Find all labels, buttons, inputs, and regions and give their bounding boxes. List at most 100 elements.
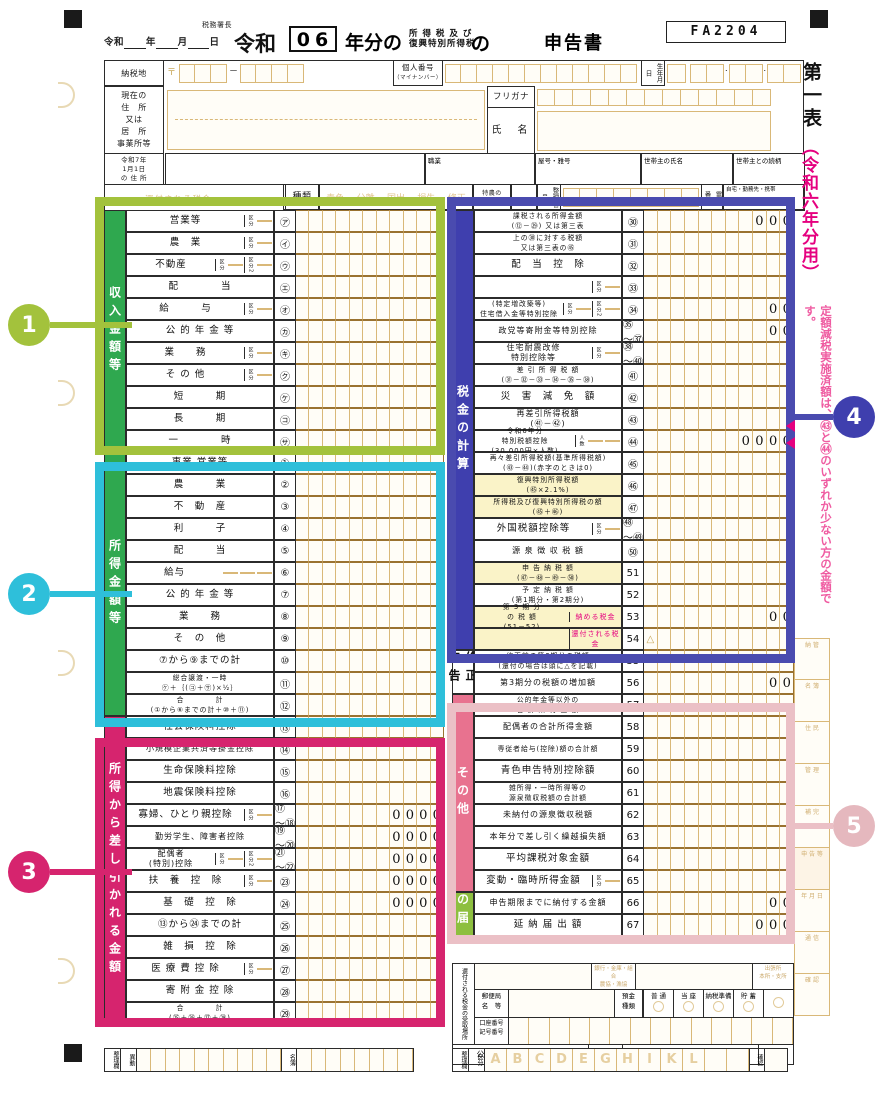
amount-cell[interactable] — [671, 254, 685, 276]
kind-option-4[interactable]: 修正 — [447, 194, 466, 204]
amount-cells[interactable] — [296, 936, 444, 958]
amount-cell[interactable] — [766, 694, 781, 716]
amount-cell[interactable] — [322, 518, 337, 540]
amount-cell[interactable] — [739, 694, 754, 716]
branch-input[interactable] — [636, 964, 753, 989]
amount-cell[interactable] — [739, 474, 754, 496]
tel-input-cell[interactable]: 自宅・勤務先・携帯 － － — [723, 184, 805, 211]
amount-cells[interactable] — [644, 298, 795, 320]
amount-cell[interactable] — [430, 716, 444, 738]
amount-cell[interactable] — [753, 914, 767, 936]
amount-cell[interactable] — [753, 672, 767, 694]
amount-cell[interactable] — [766, 848, 781, 870]
amount-cell[interactable] — [698, 826, 713, 848]
amount-cell[interactable] — [712, 870, 726, 892]
amount-cell[interactable] — [657, 562, 672, 584]
amount-cell[interactable] — [363, 386, 377, 408]
amount-cell[interactable] — [712, 474, 726, 496]
amount-cell[interactable] — [403, 914, 418, 936]
amount-cells[interactable] — [644, 870, 795, 892]
amount-cell[interactable] — [403, 232, 418, 254]
amount-cell[interactable] — [657, 210, 672, 232]
amount-cell[interactable] — [403, 562, 418, 584]
name-input[interactable] — [537, 111, 771, 151]
amount-cell[interactable] — [657, 628, 672, 650]
amount-cell[interactable] — [657, 474, 672, 496]
amount-cells[interactable] — [296, 298, 444, 320]
amount-cell[interactable] — [363, 364, 377, 386]
kubun-input[interactable] — [576, 308, 591, 310]
amount-cell[interactable] — [296, 628, 310, 650]
amount-cell[interactable] — [309, 540, 323, 562]
amount-cell[interactable] — [430, 738, 444, 760]
amount-cell[interactable] — [336, 496, 350, 518]
amount-cell[interactable] — [644, 870, 658, 892]
amount-cells[interactable] — [644, 848, 795, 870]
amount-cell[interactable] — [322, 804, 337, 826]
amount-cell[interactable] — [349, 562, 364, 584]
amount-cell[interactable] — [684, 430, 699, 452]
amount-cell[interactable] — [309, 320, 323, 342]
margin-box-8[interactable]: 確 認 — [794, 974, 830, 1016]
amount-cell[interactable] — [322, 562, 337, 584]
amount-cell[interactable] — [376, 650, 391, 672]
amount-cell[interactable] — [644, 562, 658, 584]
amount-cell[interactable] — [725, 584, 740, 606]
amount-cell[interactable] — [363, 848, 377, 870]
amount-cell[interactable] — [376, 232, 391, 254]
footer-code-A[interactable]: A — [485, 1049, 507, 1071]
kind-option-2[interactable]: 国出 — [387, 194, 406, 204]
amount-cell[interactable] — [403, 782, 418, 804]
amount-cell[interactable] — [390, 804, 404, 826]
amount-cell[interactable] — [766, 320, 781, 342]
amount-cell[interactable] — [363, 936, 377, 958]
amount-cell[interactable] — [296, 760, 310, 782]
amount-cell[interactable] — [403, 276, 418, 298]
amount-cell[interactable] — [739, 518, 754, 540]
amount-cell[interactable] — [322, 628, 337, 650]
amount-cell[interactable] — [644, 804, 658, 826]
amount-cell[interactable] — [322, 936, 337, 958]
amount-cell[interactable] — [309, 672, 323, 694]
amount-cell[interactable] — [363, 628, 377, 650]
amount-cell[interactable] — [698, 694, 713, 716]
amount-cell[interactable] — [753, 848, 767, 870]
amount-cell[interactable] — [322, 320, 337, 342]
amount-cell[interactable] — [376, 826, 391, 848]
amount-cell[interactable] — [644, 474, 658, 496]
amount-cells[interactable] — [644, 892, 795, 914]
amount-cell[interactable] — [390, 892, 404, 914]
amount-cells[interactable] — [296, 562, 444, 584]
amount-cell[interactable] — [430, 254, 444, 276]
amount-cells[interactable] — [296, 408, 444, 430]
amount-cell[interactable] — [417, 804, 431, 826]
amount-cell[interactable] — [698, 540, 713, 562]
amount-cell[interactable] — [739, 738, 754, 760]
amount-cell[interactable] — [712, 232, 726, 254]
amount-cell[interactable] — [698, 672, 713, 694]
amount-cell[interactable] — [309, 386, 323, 408]
amount-cells[interactable] — [296, 430, 444, 452]
amount-cells[interactable] — [644, 826, 795, 848]
amount-cell[interactable] — [336, 826, 350, 848]
amount-cell[interactable] — [390, 914, 404, 936]
amount-cell[interactable] — [336, 936, 350, 958]
kubun-input[interactable] — [257, 814, 272, 816]
amount-cell[interactable] — [430, 1002, 444, 1024]
amount-cell[interactable] — [671, 342, 685, 364]
amount-cell[interactable] — [403, 892, 418, 914]
amount-cell[interactable] — [363, 804, 377, 826]
amount-cell[interactable] — [684, 892, 699, 914]
amount-cell[interactable] — [322, 738, 337, 760]
amount-cell[interactable] — [309, 342, 323, 364]
amount-cell[interactable] — [417, 848, 431, 870]
amount-cell[interactable] — [712, 650, 726, 672]
amount-cell[interactable] — [739, 606, 754, 628]
amount-cell[interactable] — [712, 518, 726, 540]
amount-cell[interactable] — [322, 298, 337, 320]
amount-cell[interactable] — [363, 694, 377, 716]
amount-cell[interactable] — [684, 650, 699, 672]
amount-cell[interactable] — [403, 342, 418, 364]
kind-options-group[interactable]: 青色 分離 国出 損失 修正 — [319, 184, 473, 211]
amount-cell[interactable] — [739, 848, 754, 870]
